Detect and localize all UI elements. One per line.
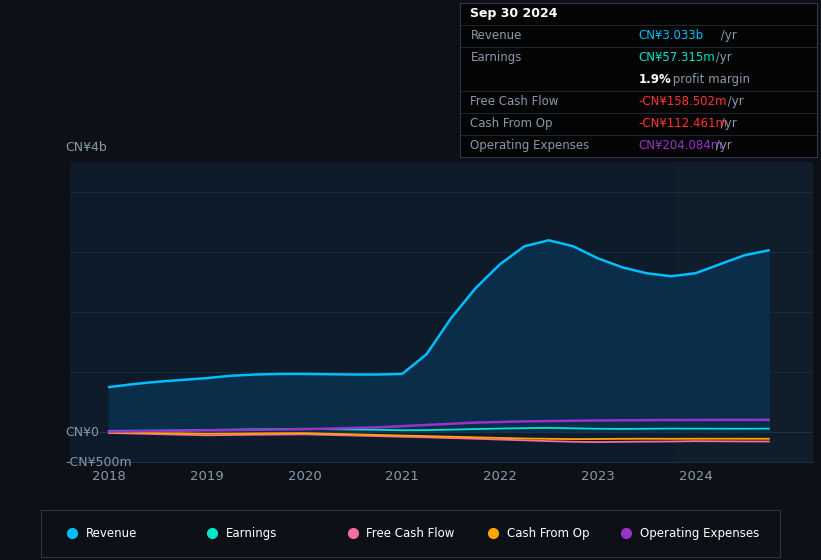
- Text: Revenue: Revenue: [85, 527, 137, 540]
- Text: Sep 30 2024: Sep 30 2024: [470, 7, 558, 20]
- Text: profit margin: profit margin: [668, 73, 750, 86]
- Bar: [676, 162, 813, 462]
- Text: Earnings: Earnings: [470, 52, 522, 64]
- Text: Free Cash Flow: Free Cash Flow: [366, 527, 455, 540]
- Text: Operating Expenses: Operating Expenses: [470, 139, 589, 152]
- Text: /yr: /yr: [712, 139, 732, 152]
- Text: CN¥204.084m: CN¥204.084m: [639, 139, 722, 152]
- Text: Revenue: Revenue: [470, 29, 522, 43]
- Text: Operating Expenses: Operating Expenses: [640, 527, 759, 540]
- Text: CN¥0: CN¥0: [66, 426, 99, 438]
- Text: -CN¥500m: -CN¥500m: [66, 455, 132, 469]
- Text: -CN¥112.461m: -CN¥112.461m: [639, 117, 727, 130]
- Text: /yr: /yr: [724, 95, 744, 108]
- Text: CN¥57.315m: CN¥57.315m: [639, 52, 715, 64]
- Text: Cash From Op: Cash From Op: [507, 527, 589, 540]
- Text: Free Cash Flow: Free Cash Flow: [470, 95, 559, 108]
- Text: Cash From Op: Cash From Op: [470, 117, 553, 130]
- Text: /yr: /yr: [712, 52, 732, 64]
- Text: /yr: /yr: [717, 117, 736, 130]
- Text: Earnings: Earnings: [226, 527, 277, 540]
- Text: /yr: /yr: [717, 29, 736, 43]
- Text: CN¥3.033b: CN¥3.033b: [639, 29, 704, 43]
- Text: -CN¥158.502m: -CN¥158.502m: [639, 95, 727, 108]
- Text: 1.9%: 1.9%: [639, 73, 671, 86]
- Text: CN¥4b: CN¥4b: [66, 141, 108, 154]
